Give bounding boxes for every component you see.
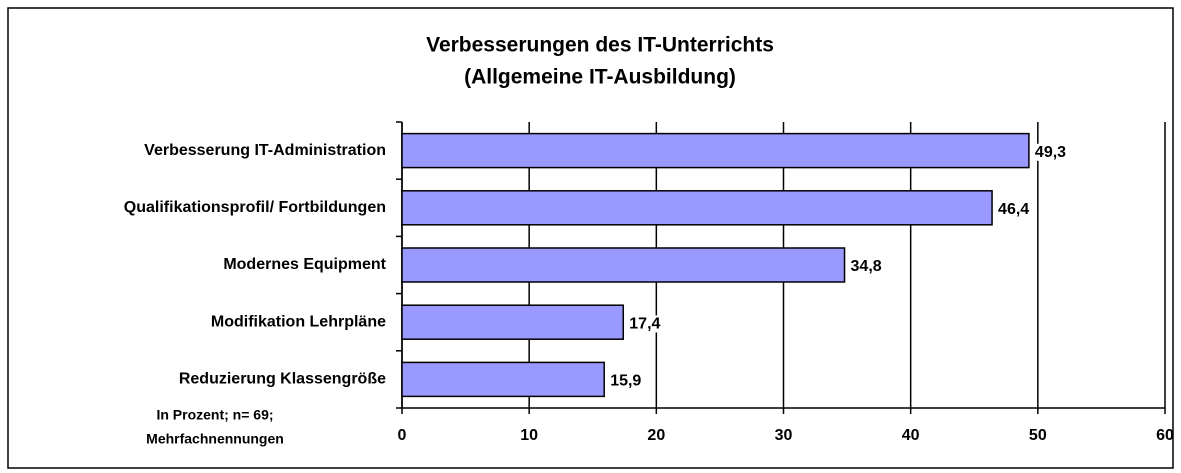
data-label-background	[848, 258, 884, 276]
x-tick-label: 0	[398, 427, 407, 444]
x-tick-label: 30	[775, 427, 793, 444]
chart-title: Verbesserungen des IT-Unterrichts	[426, 34, 774, 57]
x-tick-label: 60	[1156, 427, 1174, 444]
data-label: 49,3	[1035, 144, 1066, 161]
y-tick-label: Reduzierung Klassengröße	[179, 371, 386, 388]
data-label: 46,4	[998, 201, 1029, 218]
y-tick-label: Modernes Equipment	[223, 256, 386, 273]
x-tick-label: 20	[647, 427, 665, 444]
data-label: 15,9	[610, 373, 641, 390]
data-label-background	[996, 201, 1032, 219]
note: Mehrfachnennungen	[146, 431, 284, 447]
data-label-background	[627, 315, 663, 333]
data-label-background	[608, 372, 644, 390]
data-label: 17,4	[629, 315, 660, 332]
x-tick-label: 40	[902, 427, 920, 444]
bar	[401, 132, 1030, 169]
x-tick-label: 10	[520, 427, 538, 444]
bar	[401, 247, 846, 283]
bar	[401, 304, 625, 340]
x-tick-label: 50	[1029, 427, 1047, 444]
note: In Prozent; n= 69;	[156, 407, 273, 423]
data-label: 34,8	[851, 258, 882, 275]
data-label-background	[1032, 143, 1069, 161]
bar	[401, 190, 993, 226]
y-tick-label: Qualifikationsprofil/ Fortbildungen	[124, 199, 386, 216]
chart-subtitle: (Allgemeine IT-Ausbildung)	[464, 66, 736, 89]
bar	[401, 361, 605, 398]
y-tick-label: Modifikation Lehrpläne	[211, 313, 386, 330]
y-tick-label: Verbesserung IT-Administration	[144, 142, 386, 159]
